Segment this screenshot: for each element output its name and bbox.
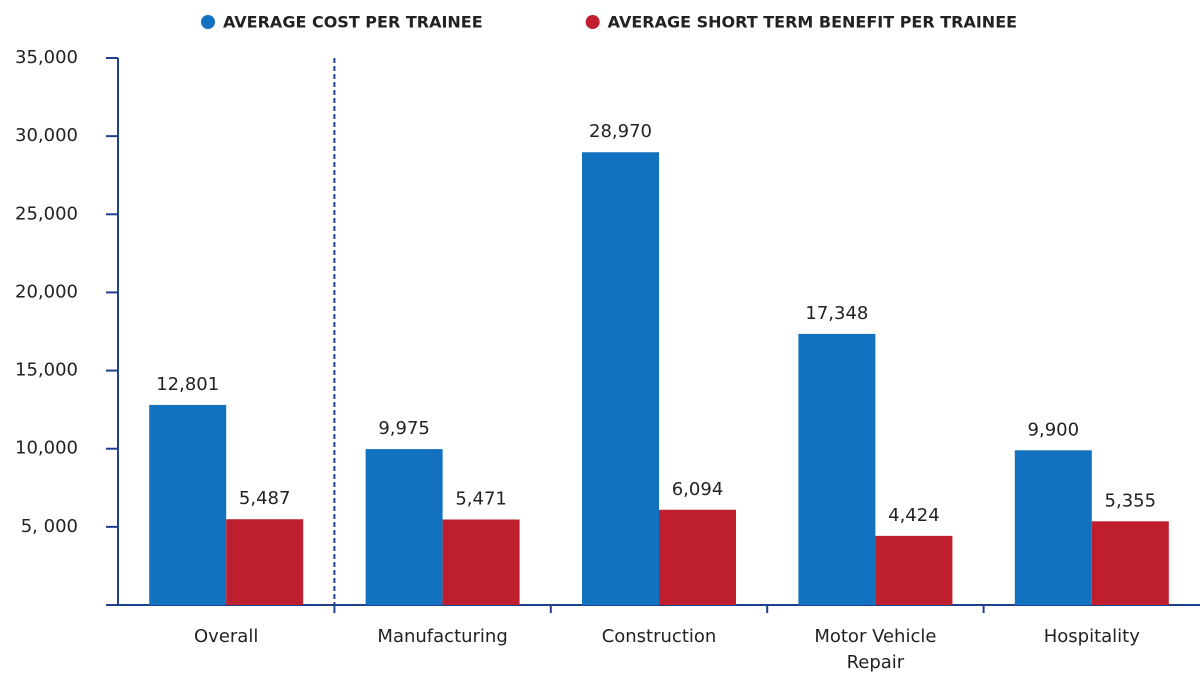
value-label: 9,900 <box>1028 419 1080 440</box>
y-tick-label: 10,000 <box>15 438 78 459</box>
bar <box>1014 450 1092 605</box>
bar <box>442 519 520 605</box>
value-label: 5,471 <box>455 488 507 509</box>
y-tick-label: 25,000 <box>15 203 78 224</box>
legend-label: AVERAGE COST PER TRAINEE <box>223 13 483 32</box>
bar <box>1091 521 1169 605</box>
bar <box>365 449 443 605</box>
value-label: 5,487 <box>239 488 291 509</box>
y-tick-label: 20,000 <box>15 281 78 302</box>
bar <box>875 535 953 605</box>
x-tick-label: Manufacturing <box>377 626 508 647</box>
bar <box>798 333 876 605</box>
legend-swatch <box>585 15 600 29</box>
y-tick-label: 30,000 <box>15 125 78 146</box>
value-label: 9,975 <box>378 418 430 439</box>
bar <box>659 509 736 605</box>
value-label: 4,424 <box>888 505 940 526</box>
value-label: 28,970 <box>589 121 652 142</box>
value-label: 6,094 <box>672 479 724 500</box>
bar <box>226 519 304 605</box>
legend-label: AVERAGE SHORT TERM BENEFIT PER TRAINEE <box>608 13 1017 32</box>
y-tick-label: 15,000 <box>15 360 78 381</box>
value-label: 17,348 <box>805 303 868 324</box>
x-tick-label: Hospitality <box>1043 626 1140 647</box>
x-tick-label: Construction <box>601 626 717 647</box>
value-label: 12,801 <box>156 374 219 395</box>
x-tick-label: Motor Vehicle Repair <box>814 626 937 673</box>
y-tick-label: 5, 000 <box>21 516 78 537</box>
value-label: 5,355 <box>1105 490 1157 511</box>
x-tick-label: Overall <box>194 626 259 647</box>
bar <box>582 152 659 605</box>
bar <box>149 404 227 605</box>
legend-swatch <box>201 15 215 29</box>
y-tick-label: 35,000 <box>15 47 78 68</box>
